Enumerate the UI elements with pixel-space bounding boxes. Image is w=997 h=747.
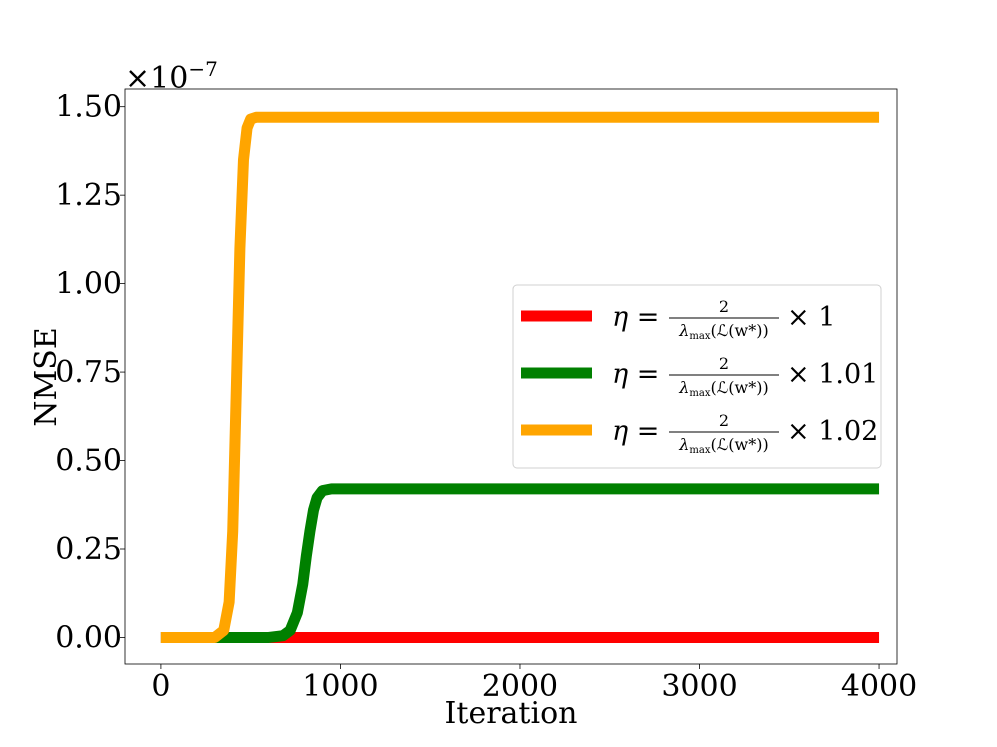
- y-tick-label: 0.00: [55, 620, 122, 655]
- y-scale-multiplier: ×10−7: [125, 57, 218, 96]
- x-tick-label: 0: [151, 669, 170, 704]
- legend-eta: η =: [612, 302, 659, 333]
- x-tick-label: 4000: [841, 669, 917, 704]
- x-tick-label: 3000: [661, 669, 737, 704]
- legend-factor: × 1.01: [787, 359, 878, 390]
- legend-factor: × 1: [787, 302, 835, 333]
- legend-numerator: 2: [719, 411, 729, 430]
- series-line-3: [160, 111, 880, 643]
- y-tick-label: 1.00: [55, 267, 122, 302]
- x-tick-label: 2000: [482, 669, 558, 704]
- y-axis-ticks: 0.00 0.25 0.50 0.75 1.00 1.25 1.50: [55, 90, 125, 655]
- y-tick-label: 1.25: [55, 178, 122, 213]
- legend-denominator: λmax(ℒ(w*)): [678, 378, 768, 399]
- legend-denominator: λmax(ℒ(w*)): [678, 321, 768, 342]
- legend-denominator: λmax(ℒ(w*)): [678, 435, 768, 456]
- y-axis-label: NMSE: [29, 327, 64, 426]
- x-tick-label: 1000: [302, 669, 378, 704]
- x-axis-ticks: 0 1000 2000 3000 4000: [151, 664, 917, 704]
- legend-numerator: 2: [719, 354, 729, 373]
- legend-entry-2: η = 2 λmax(ℒ(w*)) × 1.01: [521, 354, 878, 399]
- legend-eta: η =: [612, 359, 659, 390]
- y-tick-label: 0.75: [55, 355, 122, 390]
- legend-entry-1: η = 2 λmax(ℒ(w*)) × 1: [521, 297, 835, 342]
- x-axis-label: Iteration: [445, 696, 578, 731]
- y-tick-label: 0.25: [55, 532, 122, 567]
- y-tick-label: 1.50: [55, 90, 122, 125]
- legend-entry-3: η = 2 λmax(ℒ(w*)) × 1.02: [521, 411, 878, 456]
- legend-frame: [512, 284, 882, 469]
- series-line-2: [160, 483, 880, 643]
- legend-factor: × 1.02: [787, 416, 878, 447]
- y-tick-label: 0.50: [55, 444, 122, 479]
- legend-eta: η =: [612, 416, 659, 447]
- series-layer: [160, 111, 880, 643]
- legend-numerator: 2: [719, 297, 729, 316]
